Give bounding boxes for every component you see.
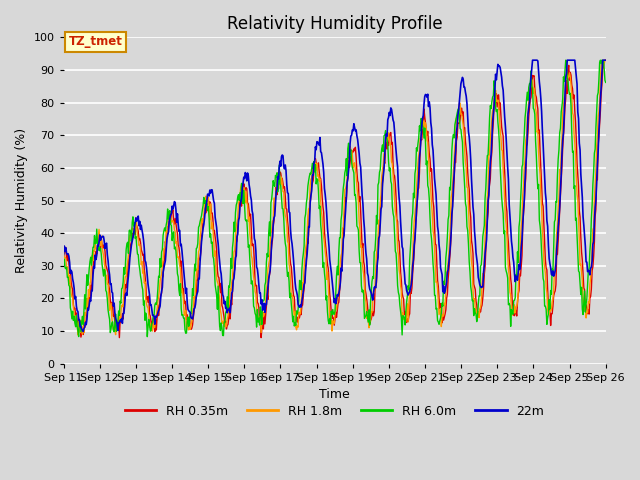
Title: Relativity Humidity Profile: Relativity Humidity Profile: [227, 15, 442, 33]
Text: TZ_tmet: TZ_tmet: [69, 36, 123, 48]
Y-axis label: Relativity Humidity (%): Relativity Humidity (%): [15, 128, 28, 273]
Legend: RH 0.35m, RH 1.8m, RH 6.0m, 22m: RH 0.35m, RH 1.8m, RH 6.0m, 22m: [120, 400, 549, 423]
X-axis label: Time: Time: [319, 388, 350, 401]
